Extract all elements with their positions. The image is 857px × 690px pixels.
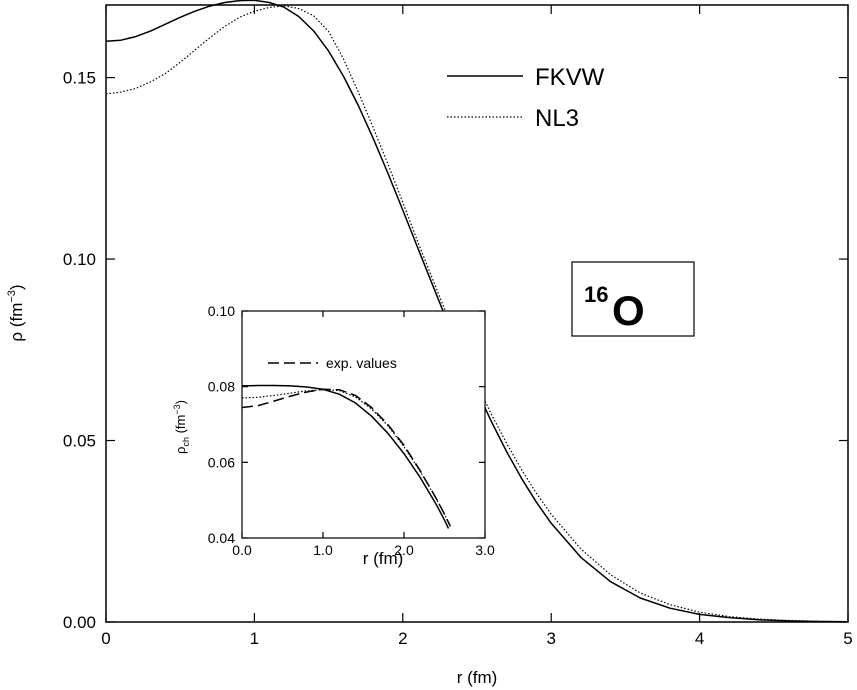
nucleus-annotation-box xyxy=(571,261,695,337)
inset-xtick-label: 2.0 xyxy=(394,542,414,558)
main-ytick-label: 0.05 xyxy=(63,432,96,451)
inset-ytick-label: 0.04 xyxy=(208,530,235,546)
main-ytick-label: 0.10 xyxy=(63,250,96,269)
main-y-axis-label-exponent: −3 xyxy=(6,290,18,303)
nucleus-annotation: 16 O xyxy=(571,261,695,337)
main-ytick-label: 0.15 xyxy=(63,69,96,88)
inset-legend: exp. values xyxy=(268,355,397,371)
main-x-axis-label: r (fm) xyxy=(457,668,498,687)
inset-background xyxy=(242,311,485,538)
inset-series-exp-values xyxy=(241,388,451,527)
inset-plot: 0.0 1.0 2.0 3.0 0.04 0.06 0.08 0.10 r (fm) ρch… xyxy=(172,303,495,568)
main-y-axis-ticks: 0.00 0.05 0.10 0.15 xyxy=(63,69,848,632)
main-xtick-label: 5 xyxy=(843,629,852,648)
inset-y-axis-label: ρch (fm−3) xyxy=(172,400,191,454)
nucleus-element-symbol: O xyxy=(612,287,645,334)
inset-ytick-label: 0.06 xyxy=(208,454,235,470)
main-series-fkvw xyxy=(105,0,849,623)
inset-y-axis-label-text: ρ xyxy=(173,447,188,454)
inset-y-axis-label-close: ) xyxy=(173,400,188,404)
main-legend: FKVW NL3 xyxy=(447,64,605,132)
inset-legend-label-exp: exp. values xyxy=(326,355,397,371)
inset-y-axis-label-subscript: ch xyxy=(181,437,191,447)
main-series-lines xyxy=(105,0,849,623)
main-y-axis-label-text: ρ (fm xyxy=(7,303,26,342)
nucleus-mass-number: 16 xyxy=(584,282,608,307)
inset-x-axis-label: r (fm) xyxy=(363,549,404,568)
legend-label-nl3: NL3 xyxy=(535,105,579,132)
inset-x-axis-ticks: 0.0 1.0 2.0 3.0 xyxy=(232,311,495,558)
inset-xtick-label: 3.0 xyxy=(475,542,495,558)
inset-y-axis-label-unit: (fm xyxy=(173,415,188,437)
main-y-axis-label-close: ) xyxy=(7,284,26,290)
main-x-axis-ticks: 0 1 2 3 4 5 xyxy=(101,5,853,648)
inset-xtick-label: 1.0 xyxy=(313,542,333,558)
inset-ytick-label: 0.10 xyxy=(208,303,235,319)
legend-label-fkvw: FKVW xyxy=(535,64,605,91)
inset-series-line-0 xyxy=(241,384,450,529)
inset-series-lines xyxy=(241,384,451,529)
inset-xtick-label: 0.0 xyxy=(232,542,252,558)
inset-y-axis-ticks: 0.04 0.06 0.08 0.10 xyxy=(208,303,485,546)
main-plot-frame xyxy=(105,4,849,623)
main-xtick-label: 4 xyxy=(695,629,704,648)
main-xtick-label: 2 xyxy=(398,629,407,648)
main-xtick-label: 0 xyxy=(101,629,110,648)
inset-y-axis-label-exponent: −3 xyxy=(172,404,182,414)
main-y-axis-label: ρ (fm−3) xyxy=(6,284,26,341)
inset-plot-frame xyxy=(241,310,486,539)
main-ytick-label: 0.00 xyxy=(63,613,96,632)
inset-ytick-label: 0.08 xyxy=(208,379,235,395)
main-xtick-label: 3 xyxy=(546,629,555,648)
main-xtick-label: 1 xyxy=(250,629,259,648)
